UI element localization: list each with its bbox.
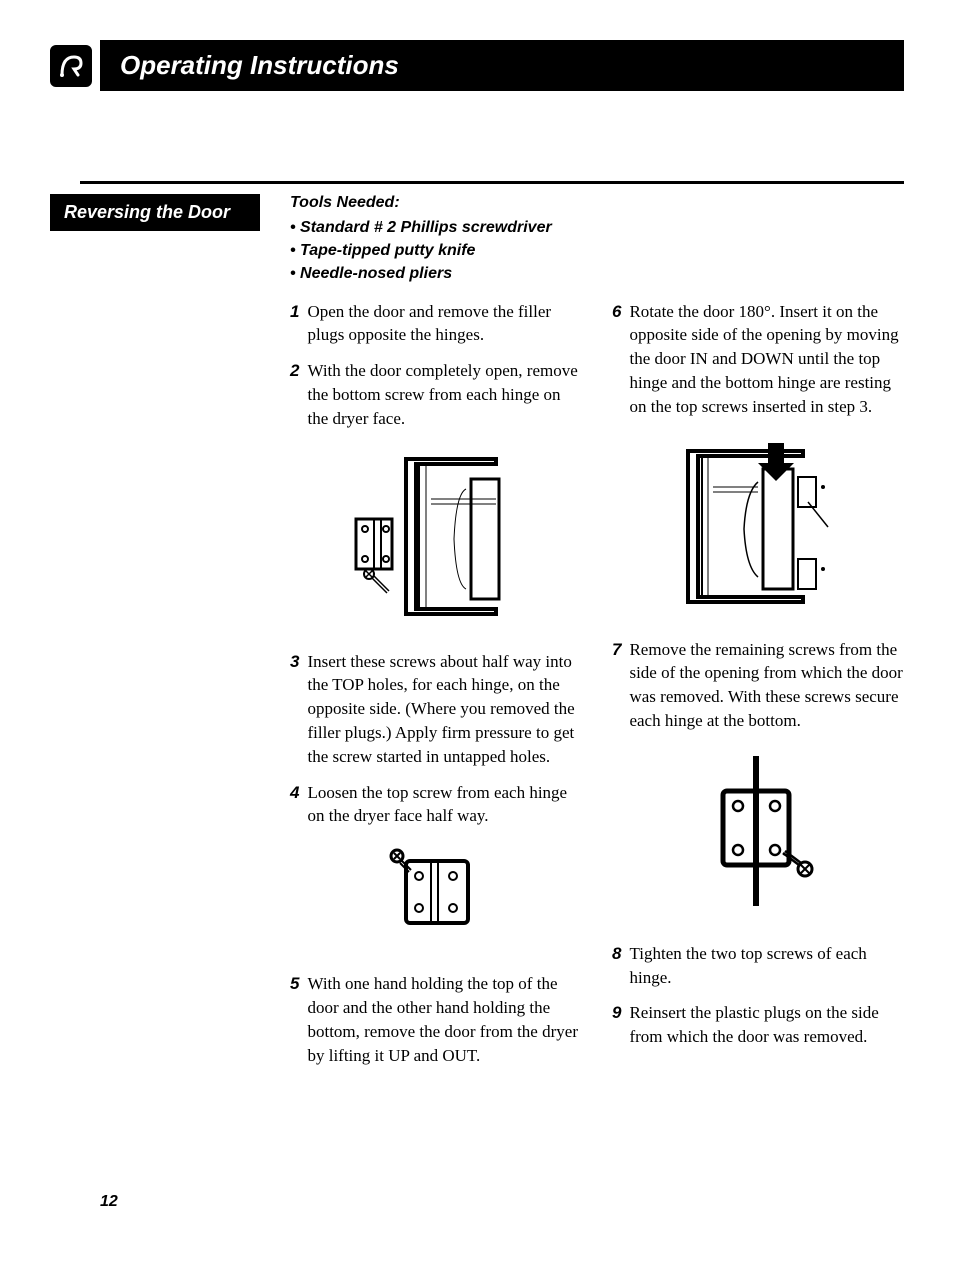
two-column-layout: 1 Open the door and remove the filler pl… bbox=[290, 300, 904, 1080]
page-title: Operating Instructions bbox=[120, 50, 399, 80]
step-text: Insert these screws about half way into … bbox=[307, 650, 582, 769]
step-8: 8 Tighten the two top screws of each hin… bbox=[612, 942, 904, 990]
step-text: With one hand holding the top of the doo… bbox=[307, 972, 582, 1067]
section-heading: Reversing the Door bbox=[50, 194, 260, 231]
header-row: Operating Instructions bbox=[50, 40, 904, 91]
brand-logo-icon bbox=[50, 45, 92, 87]
tools-item: Tape-tipped putty knife bbox=[290, 239, 904, 262]
step-number: 8 bbox=[612, 942, 621, 990]
step-3: 3 Insert these screws about half way int… bbox=[290, 650, 582, 769]
right-column: 6 Rotate the door 180°. Insert it on the… bbox=[612, 300, 904, 1080]
step-text: Loosen the top screw from each hinge on … bbox=[307, 781, 582, 829]
step-text: Tighten the two top screws of each hinge… bbox=[629, 942, 904, 990]
step-text: With the door completely open, remove th… bbox=[307, 359, 582, 430]
step-number: 5 bbox=[290, 972, 299, 1067]
step-number: 4 bbox=[290, 781, 299, 829]
step-9: 9 Reinsert the plastic plugs on the side… bbox=[612, 1001, 904, 1049]
page-number: 12 bbox=[100, 1193, 118, 1211]
step-2: 2 With the door completely open, remove … bbox=[290, 359, 582, 430]
step-6: 6 Rotate the door 180°. Insert it on the… bbox=[612, 300, 904, 419]
left-column: 1 Open the door and remove the filler pl… bbox=[290, 300, 582, 1080]
step-text: Open the door and remove the filler plug… bbox=[307, 300, 582, 348]
step-number: 6 bbox=[612, 300, 621, 419]
step-5: 5 With one hand holding the top of the d… bbox=[290, 972, 582, 1067]
content-wrap: Reversing the Door Tools Needed: Standar… bbox=[50, 194, 904, 1079]
illustration-step7 bbox=[612, 751, 904, 916]
illustration-step2 bbox=[290, 449, 582, 624]
step-text: Reinsert the plastic plugs on the side f… bbox=[629, 1001, 904, 1049]
page-title-bar: Operating Instructions bbox=[100, 40, 904, 91]
step-4: 4 Loosen the top screw from each hinge o… bbox=[290, 781, 582, 829]
step-7: 7 Remove the remaining screws from the s… bbox=[612, 638, 904, 733]
tools-list: Standard # 2 Phillips screwdriver Tape-t… bbox=[290, 216, 904, 286]
section-heading-text: Reversing the Door bbox=[64, 202, 230, 222]
main-column: Tools Needed: Standard # 2 Phillips scre… bbox=[290, 194, 904, 1079]
step-number: 2 bbox=[290, 359, 299, 430]
section-rule bbox=[80, 181, 904, 184]
illustration-step6 bbox=[612, 437, 904, 612]
illustration-step4 bbox=[290, 846, 582, 946]
step-1: 1 Open the door and remove the filler pl… bbox=[290, 300, 582, 348]
step-number: 1 bbox=[290, 300, 299, 348]
step-text: Rotate the door 180°. Insert it on the o… bbox=[629, 300, 904, 419]
tools-item: Needle-nosed pliers bbox=[290, 262, 904, 285]
step-number: 7 bbox=[612, 638, 621, 733]
tools-item: Standard # 2 Phillips screwdriver bbox=[290, 216, 904, 239]
tools-heading: Tools Needed: bbox=[290, 194, 904, 212]
step-number: 3 bbox=[290, 650, 299, 769]
step-number: 9 bbox=[612, 1001, 621, 1049]
step-text: Remove the remaining screws from the sid… bbox=[629, 638, 904, 733]
